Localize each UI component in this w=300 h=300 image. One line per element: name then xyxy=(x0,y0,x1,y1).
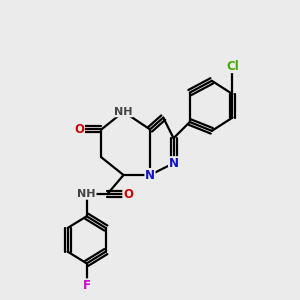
Text: NH: NH xyxy=(114,107,133,117)
Text: N: N xyxy=(169,157,178,170)
Text: Cl: Cl xyxy=(226,60,239,73)
Text: F: F xyxy=(83,279,91,292)
Text: O: O xyxy=(74,123,84,136)
Text: O: O xyxy=(123,188,133,201)
Text: NH: NH xyxy=(77,189,96,199)
Text: N: N xyxy=(145,169,155,182)
